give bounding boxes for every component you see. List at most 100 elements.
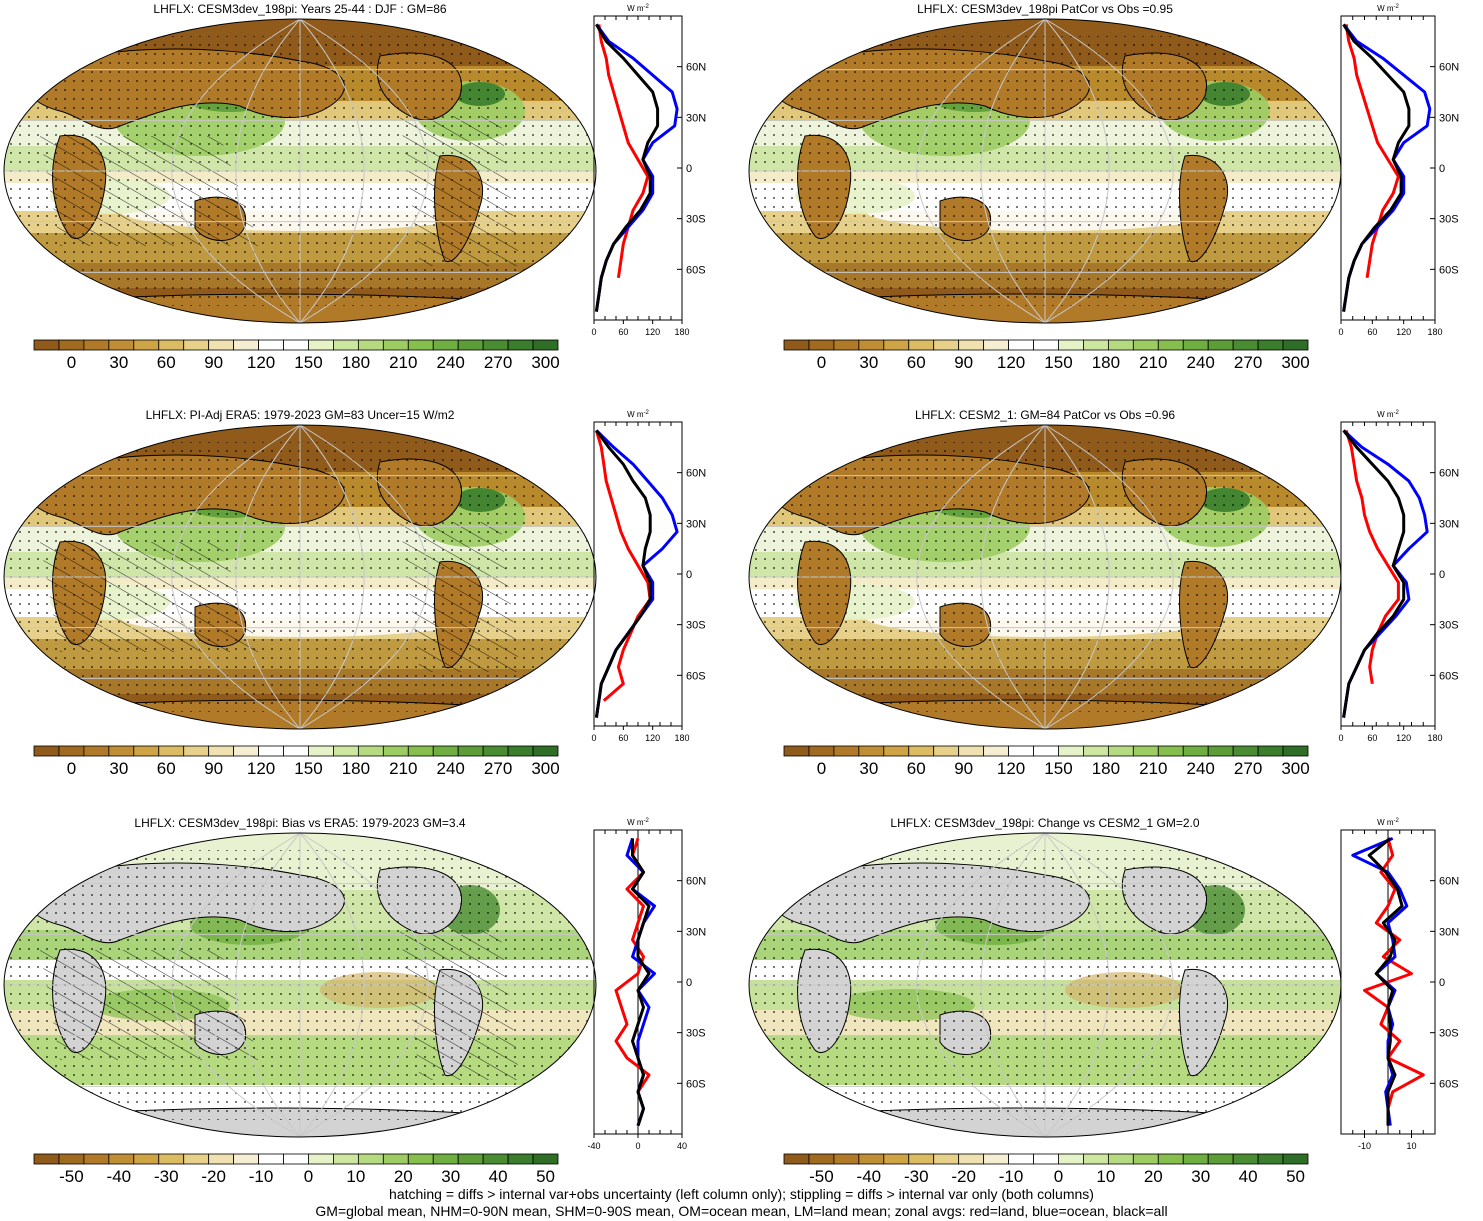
colorbar-swatch — [532, 745, 559, 757]
zonal-series-blue — [1351, 837, 1409, 1126]
lat-tick-label: 0 — [1439, 569, 1445, 581]
colorbar-swatch — [808, 339, 835, 351]
colorbar-swatch — [357, 745, 384, 757]
zonal-tick-label: 60 — [618, 327, 628, 337]
zonal-series-black — [1342, 23, 1411, 312]
colorbar-swatch — [883, 745, 910, 757]
colorbar-tick-label: 240 — [437, 759, 465, 778]
zonal-tick-label: 0 — [1338, 733, 1343, 743]
colorbar-tick-label: 40 — [1239, 1167, 1258, 1186]
colorbar-swatch — [883, 339, 910, 351]
colorbar-tick-label: 240 — [437, 353, 465, 372]
colorbar-tick-label: 150 — [294, 353, 322, 372]
lat-tick-label: 0 — [686, 569, 692, 581]
colorbar-tick-label: -20 — [201, 1167, 226, 1186]
colorbar-tick-label: 30 — [859, 759, 878, 778]
colorbar-tick-label: -30 — [904, 1167, 929, 1186]
colorbar-swatch — [432, 745, 459, 757]
colorbar-swatch — [1008, 339, 1034, 351]
map-change — [745, 830, 1345, 1140]
colorbar: 0 30 60 90 120 150 180 210 240 270 300 — [770, 334, 1330, 379]
colorbar-swatch — [108, 1153, 135, 1165]
colorbar-tick-label: 300 — [531, 759, 559, 778]
zonal-mean-plot: W m-2 60N 30N 0 30S 60S 0 60 120 180 — [570, 406, 710, 761]
colorbar-tick-label: 50 — [1286, 1167, 1305, 1186]
colorbar-swatch — [1132, 745, 1159, 757]
colorbar-swatch — [482, 339, 509, 351]
lat-tick-label: 60N — [686, 62, 706, 74]
zonal-tick-label: 180 — [1427, 327, 1442, 337]
colorbar-tick-label: 30 — [109, 759, 128, 778]
colorbar-tick-label: -10 — [249, 1167, 274, 1186]
footer-line-legend: GM=global mean, NHM=0-90N mean, SHM=0-90… — [315, 1203, 1168, 1219]
panel-title: LHFLX: PI-Adj ERA5: 1979-2023 GM=83 Unce… — [145, 408, 455, 422]
lat-tick-label: 30S — [686, 1028, 706, 1040]
colorbar-swatch — [1157, 339, 1184, 351]
colorbar-swatch — [1207, 339, 1234, 351]
colorbar-tick-label: 270 — [484, 353, 512, 372]
colorbar-swatch — [58, 339, 85, 351]
panel-title: LHFLX: CESM3dev_198pi: Bias vs ERA5: 197… — [134, 816, 466, 830]
colorbar-tick-label: 150 — [1044, 759, 1072, 778]
zonal-series-red — [1363, 837, 1425, 1110]
colorbar-tick-label: 210 — [1139, 353, 1167, 372]
colorbar-tick-label: 270 — [484, 759, 512, 778]
colorbar-swatch — [1232, 1153, 1259, 1165]
lat-tick-label: 0 — [686, 163, 692, 175]
unit-label: W m-2 — [627, 818, 649, 827]
colorbar-swatch — [958, 745, 985, 757]
colorbar-tick-label: 90 — [954, 759, 973, 778]
zonal-tick-label: 120 — [645, 327, 660, 337]
lat-tick-label: 30S — [686, 214, 706, 226]
colorbar-tick-label: -40 — [107, 1167, 132, 1186]
colorbar-tick-label: 20 — [394, 1167, 413, 1186]
colorbar-swatch — [808, 745, 835, 757]
colorbar-swatch — [308, 339, 334, 351]
lat-tick-label: 60S — [686, 1078, 706, 1090]
colorbar-tick-label: 270 — [1234, 759, 1262, 778]
colorbar-swatch — [58, 745, 85, 757]
lat-tick-label: 30N — [1439, 518, 1459, 530]
colorbar-swatch — [158, 1153, 185, 1165]
colorbar-swatch — [1282, 745, 1309, 757]
colorbar-swatch — [1033, 1153, 1059, 1165]
colorbar-tick-label: 60 — [157, 353, 176, 372]
colorbar-tick-label: -50 — [809, 1167, 834, 1186]
colorbar-swatch — [158, 339, 185, 351]
colorbar-swatch — [1058, 745, 1084, 757]
colorbar-swatch — [58, 1153, 85, 1165]
footer-line-hatching: hatching = diffs > internal var+obs unce… — [389, 1186, 1094, 1202]
colorbar: -50 -40 -30 -20 -10 0 10 20 30 40 50 — [20, 1148, 580, 1193]
colorbar-swatch — [333, 1153, 359, 1165]
colorbar-tick-label: -40 — [857, 1167, 882, 1186]
unit-label: W m-2 — [627, 4, 649, 13]
lat-tick-label: 30S — [686, 620, 706, 632]
colorbar-swatch — [1033, 745, 1059, 757]
colorbar-swatch — [308, 1153, 334, 1165]
panel-title: LHFLX: CESM3dev_198pi PatCor vs Obs =0.9… — [917, 2, 1173, 16]
lat-tick-label: 0 — [1439, 163, 1445, 175]
colorbar-tick-label: 20 — [1144, 1167, 1163, 1186]
map-model-patcor — [745, 16, 1345, 326]
lat-tick-label: 0 — [1439, 977, 1445, 989]
colorbar-tick-label: -10 — [999, 1167, 1024, 1186]
colorbar-tick-label: 270 — [1234, 353, 1262, 372]
colorbar-swatch — [983, 339, 1009, 351]
colorbar-tick-label: 40 — [489, 1167, 508, 1186]
colorbar-tick-label: 30 — [109, 353, 128, 372]
colorbar-tick-label: 30 — [441, 1167, 460, 1186]
colorbar-swatch — [858, 339, 885, 351]
zonal-mean-plot: W m-2 60N 30N 0 30S 60S 0 60 120 180 — [570, 0, 710, 355]
colorbar-swatch — [908, 745, 935, 757]
zonal-tick-label: 40 — [677, 1141, 687, 1151]
map-model — [0, 16, 600, 326]
colorbar-swatch — [833, 339, 860, 351]
colorbar-swatch — [108, 745, 135, 757]
colorbar-tick-label: -20 — [951, 1167, 976, 1186]
colorbar-swatch — [1232, 745, 1259, 757]
zonal-series-black — [594, 23, 660, 312]
colorbar-tick-label: 240 — [1187, 353, 1215, 372]
colorbar-swatch — [83, 745, 110, 757]
zonal-tick-label: 10 — [1406, 1141, 1416, 1151]
lat-tick-label: 60S — [1439, 264, 1459, 276]
